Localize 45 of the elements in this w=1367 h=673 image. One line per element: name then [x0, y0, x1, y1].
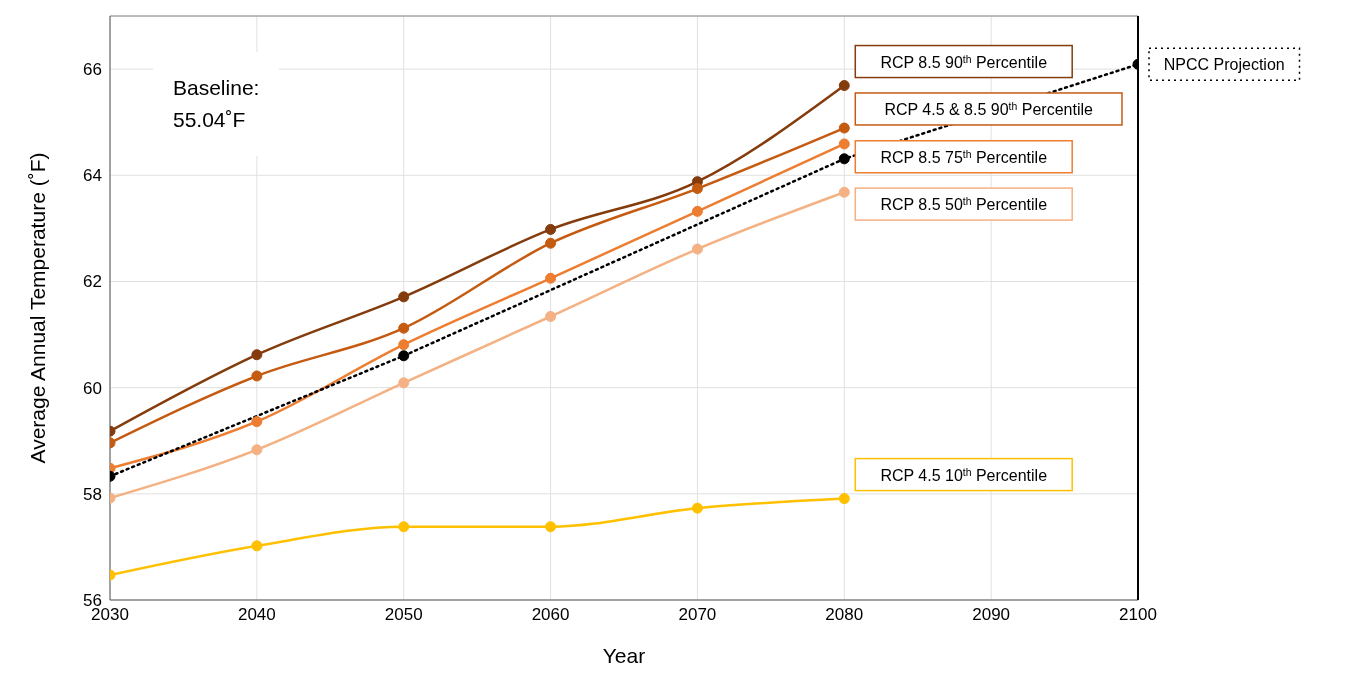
point — [691, 205, 703, 217]
series-label: RCP 8.5 50$^{th}$ Percentile — [880, 195, 1048, 214]
y-tick-label: 62 — [83, 272, 102, 292]
point — [251, 370, 263, 382]
x-tick-label: 2060 — [531, 605, 570, 625]
x-tick-label: 2090 — [972, 605, 1011, 625]
point — [398, 291, 410, 303]
point — [691, 243, 703, 255]
point — [398, 521, 410, 533]
point — [838, 186, 850, 198]
text: RCP 4.5 10$^{th}$ Percentile — [880, 466, 1048, 484]
y-tick-label: 64 — [83, 166, 102, 186]
series-label: RCP 8.5 75$^{th}$ Percentile — [880, 148, 1048, 166]
x-tick-label: 2080 — [825, 605, 864, 625]
x-tick-label: 2100 — [1119, 605, 1157, 625]
point — [398, 339, 410, 351]
x-tick-label: 2040 — [237, 605, 276, 625]
point — [251, 540, 263, 552]
point — [838, 138, 850, 150]
point — [545, 237, 557, 249]
x-axis-title: Year — [602, 644, 646, 667]
point — [251, 444, 263, 456]
point — [398, 377, 410, 389]
point — [691, 183, 703, 195]
point — [838, 493, 850, 505]
point — [545, 272, 557, 284]
series-label: NPCC Projection — [1163, 56, 1285, 74]
x-tick-label: 2070 — [678, 605, 717, 625]
y-tick-label: 60 — [83, 378, 102, 398]
point — [838, 80, 850, 92]
x-tick-label: 2050 — [384, 605, 423, 625]
point — [545, 521, 557, 533]
point — [545, 311, 557, 322]
point — [251, 416, 263, 428]
point — [398, 322, 410, 334]
text: RCP 8.5 90$^{th}$ Percentile — [880, 53, 1048, 71]
y-axis-title: Average Annual Temperature (˚F) — [26, 152, 50, 464]
text: RCP 4.5 & 8.5 90$^{th}$ Percentile — [884, 100, 1093, 118]
point — [251, 349, 263, 361]
point — [838, 122, 850, 134]
annotation: Baseline: 55.04˚F — [153, 52, 280, 156]
point — [545, 223, 557, 235]
point — [691, 502, 703, 514]
y-tick-label: 58 — [83, 484, 102, 504]
y-tick-label: 66 — [83, 60, 102, 80]
